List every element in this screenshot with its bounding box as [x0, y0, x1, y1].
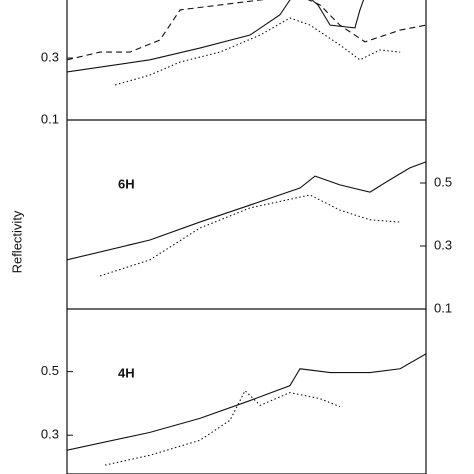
y-tick-label: 0.5	[41, 363, 59, 378]
y-tick-label: 0.3	[41, 49, 59, 64]
y-tick-label: 0.3	[41, 427, 59, 442]
data-line	[104, 389, 341, 466]
data-line	[67, 353, 426, 451]
data-line	[114, 17, 401, 86]
y-axis-label: Reflectivity	[9, 210, 24, 273]
panel-label: 4H	[118, 365, 135, 380]
y-tick-label: 0.5	[434, 174, 452, 189]
data-line	[99, 194, 401, 277]
y-tick-label: 0.1	[434, 300, 452, 315]
data-line	[67, 0, 365, 73]
y-tick-label: 0.1	[41, 111, 59, 126]
y-tick-label: 0.3	[434, 237, 452, 252]
data-line	[67, 0, 426, 61]
data-line	[67, 161, 426, 261]
panel-label: 6H	[118, 176, 135, 191]
